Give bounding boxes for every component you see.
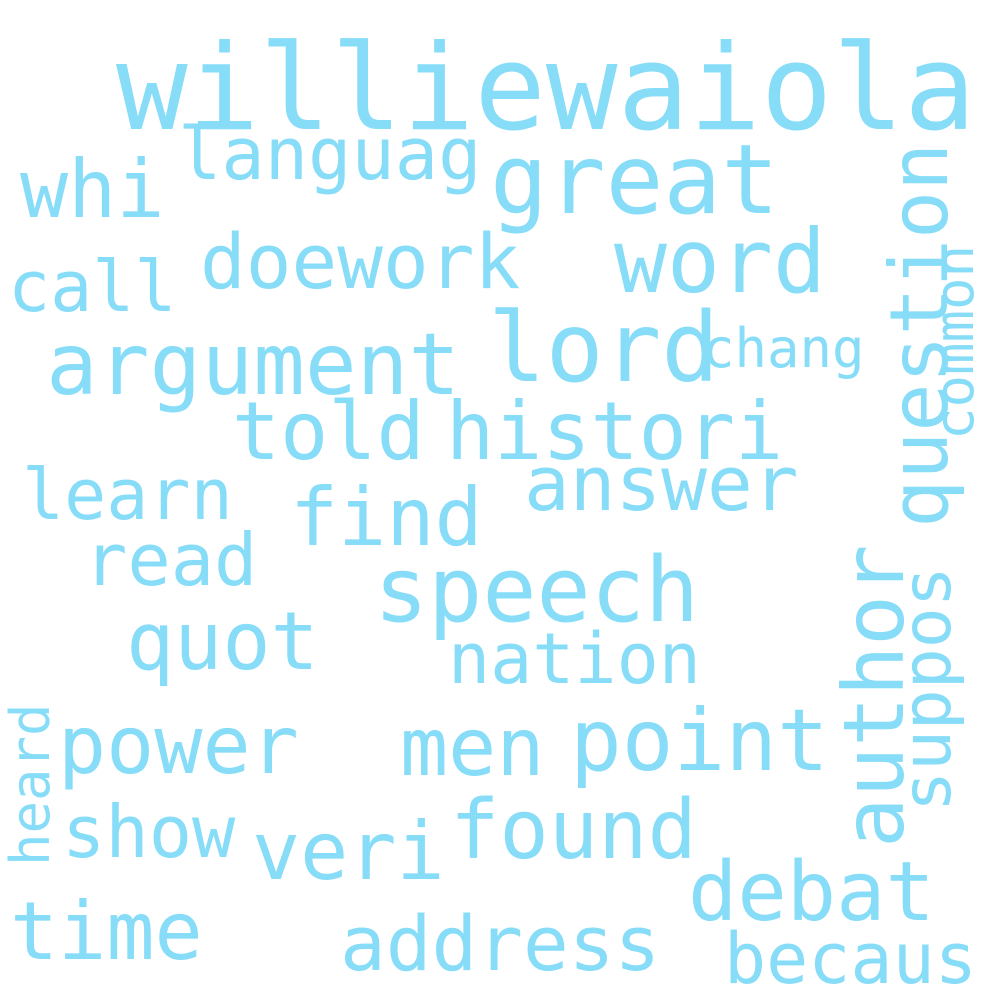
word-suppos: suppos [888, 566, 967, 812]
word-show: show [62, 790, 236, 874]
word-heard: heard [0, 703, 62, 866]
word-address: address [340, 899, 661, 988]
word-power: power [58, 699, 299, 792]
word-found: found [450, 783, 697, 878]
word-quot: quot [126, 595, 319, 688]
word-becaus: becaus [724, 918, 977, 1000]
word-histori: histori [446, 385, 784, 478]
word-common: common [923, 244, 986, 440]
word-great: great [490, 124, 779, 236]
word-debat: debat [688, 845, 935, 940]
word-answer: answer [524, 439, 799, 528]
word-chang: chang [702, 317, 865, 380]
word-word: word [614, 210, 826, 313]
word-lord: lord [488, 292, 720, 404]
word-point: point [570, 691, 829, 791]
word-speech: speech [374, 538, 700, 643]
word-time: time [10, 885, 203, 978]
word-whi: whi [20, 143, 165, 236]
word-call: call [8, 246, 177, 328]
word-men: men [400, 701, 545, 794]
word-learn: learn [22, 454, 233, 536]
word-told: told [232, 385, 425, 478]
word-williewaiola: williewaiola [116, 20, 976, 158]
word-find: find [290, 471, 483, 564]
word-doework: doework [200, 217, 521, 306]
word-languag: languag [178, 112, 482, 196]
word-read: read [84, 518, 258, 602]
word-nation: nation [448, 618, 701, 700]
word-argument: argument [46, 315, 461, 415]
word-veri: veri [252, 805, 445, 898]
